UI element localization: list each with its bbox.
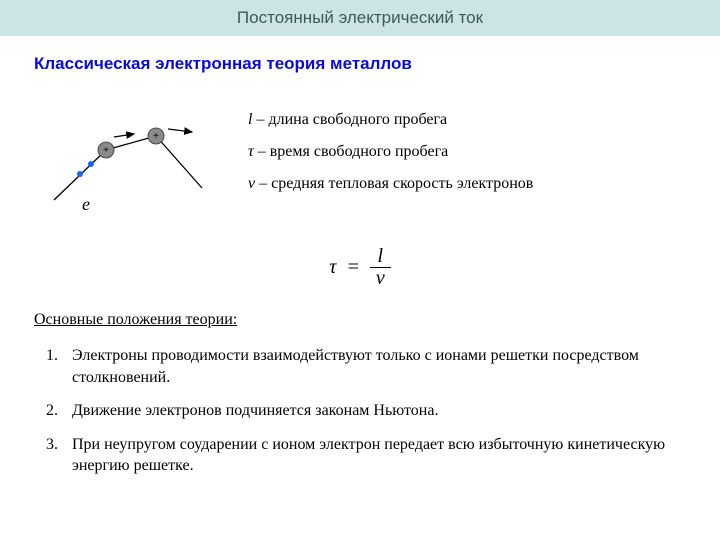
formula-left: τ <box>329 256 336 279</box>
principles-list: Электроны проводимости взаимодействуют т… <box>34 345 686 477</box>
def-tau: τ – время свободного пробега <box>248 136 686 168</box>
trajectory-diagram: + + e <box>34 112 224 232</box>
text-v: – средняя тепловая скорость электронов <box>255 175 533 192</box>
formula: τ = l v <box>34 246 686 289</box>
header-bar: Постоянный электрический ток <box>0 0 720 36</box>
principle-2: Движение электронов подчиняется законам … <box>62 400 686 422</box>
definitions: l – длина свободного пробега τ – время с… <box>248 98 686 232</box>
svg-text:+: + <box>153 131 159 142</box>
def-l: l – длина свободного пробега <box>248 104 686 136</box>
formula-den: v <box>370 268 391 289</box>
svg-text:e: e <box>82 194 90 214</box>
formula-num: l <box>372 246 390 267</box>
principle-1: Электроны проводимости взаимодействуют т… <box>62 345 686 388</box>
content: Классическая электронная теория металлов… <box>0 36 720 477</box>
subtitle: Основные положения теории: <box>34 311 686 329</box>
header-title: Постоянный электрический ток <box>237 8 483 27</box>
formula-fraction: l v <box>370 246 391 289</box>
definition-row: + + e l – длина свободного пробега τ – вре… <box>34 98 686 232</box>
def-v: v – средняя тепловая скорость электронов <box>248 168 686 200</box>
svg-text:+: + <box>103 145 109 156</box>
section-title: Классическая электронная теория металлов <box>34 54 686 74</box>
principle-3: При неупругом соударении с ионом электро… <box>62 434 686 477</box>
formula-eq: = <box>346 256 360 279</box>
text-l: – длина свободного пробега <box>252 111 447 128</box>
text-tau: – время свободного пробега <box>254 143 449 160</box>
